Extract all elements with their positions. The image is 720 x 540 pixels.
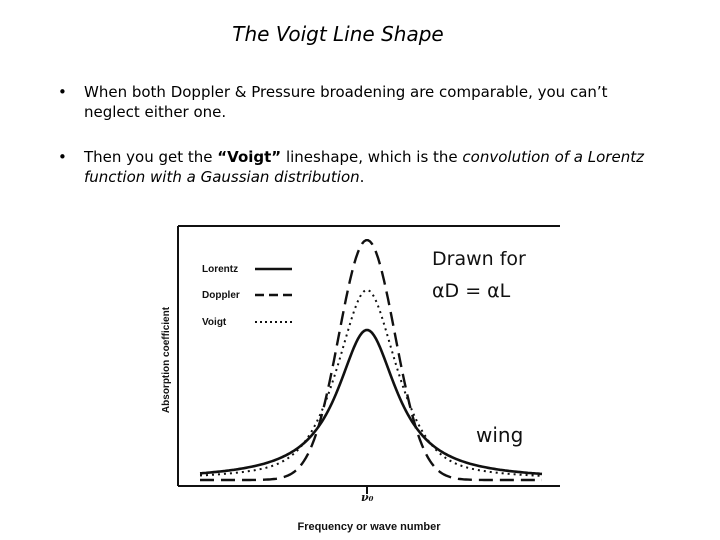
- legend-label-doppler: Doppler: [202, 290, 240, 301]
- bullet-text-part: Then you get the: [84, 148, 218, 166]
- bullet-text: When both Doppler & Pressure broadening …: [84, 83, 608, 121]
- doppler-curve: [200, 239, 542, 482]
- bullet-marker: •: [58, 148, 67, 166]
- y-axis-label: Absorption coefficient: [161, 306, 172, 413]
- slide-title: The Voigt Line Shape: [232, 22, 444, 46]
- legend: Lorentz Doppler Voigt: [202, 264, 292, 328]
- legend-label-lorentz: Lorentz: [202, 264, 238, 275]
- bullet-list: • When both Doppler & Pressure broadenin…: [58, 82, 668, 212]
- lineshape-plot: Lorentz Doppler Voigt Drawn for αD = αL …: [161, 225, 560, 533]
- annotation-alpha-equal: αD = αL: [432, 280, 511, 302]
- legend-label-voigt: Voigt: [202, 317, 227, 328]
- lorentz-curve: [199, 328, 543, 476]
- bullet-text-part: .: [359, 168, 365, 186]
- bullet-item: • When both Doppler & Pressure broadenin…: [58, 82, 668, 122]
- convolution-phrase: convolution of a Lorentz function with a…: [84, 148, 644, 186]
- voigt-term: “Voigt”: [217, 148, 282, 166]
- voigt-curve: [199, 289, 543, 477]
- x-axis-label: Frequency or wave number: [297, 521, 441, 533]
- bullet-item: • Then you get the “Voigt” lineshape, wh…: [58, 147, 668, 187]
- lineshape-figure: Lorentz Doppler Voigt Drawn for αD = αL …: [150, 208, 570, 538]
- center-frequency-label: ν₀: [361, 491, 374, 504]
- annotation-drawn-for: Drawn for: [432, 248, 526, 270]
- bullet-marker: •: [58, 83, 67, 101]
- bullet-text-part: lineshape, which is the: [281, 148, 463, 166]
- annotation-wing: wing: [476, 423, 523, 447]
